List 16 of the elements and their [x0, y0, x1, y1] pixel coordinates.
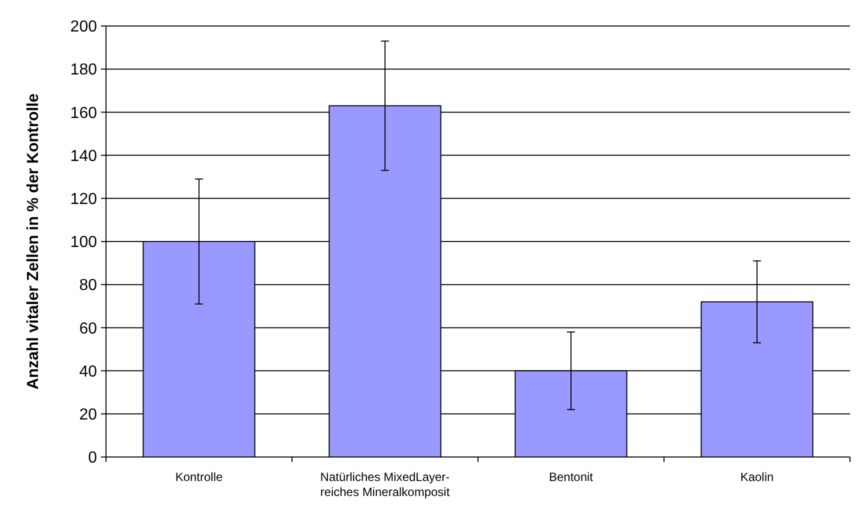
- y-tick-label: 160: [70, 104, 98, 122]
- x-tick-label: Bentonit: [548, 470, 594, 484]
- x-tick-label: Kaolin: [740, 470, 774, 484]
- y-tick-label: 120: [70, 191, 98, 208]
- y-tick-label: 140: [70, 148, 98, 165]
- y-tick-label: 100: [70, 234, 98, 252]
- y-tick-label: 0: [88, 450, 98, 467]
- y-tick-label: 60: [79, 320, 98, 338]
- x-tick-label: Natürliches MixedLayer-reiches Mineralkomposit: [320, 470, 450, 499]
- y-tick-label: 40: [79, 363, 98, 380]
- y-tick-label: 180: [70, 62, 98, 79]
- y-tick-label: 20: [79, 406, 98, 424]
- x-tick-label: Kontrolle: [175, 470, 223, 484]
- y-tick-label: 80: [79, 277, 98, 294]
- y-tick-label: 200: [70, 18, 98, 36]
- y-axis-title: Anzahl vitaler Zellen in % der Kontrolle: [25, 93, 42, 390]
